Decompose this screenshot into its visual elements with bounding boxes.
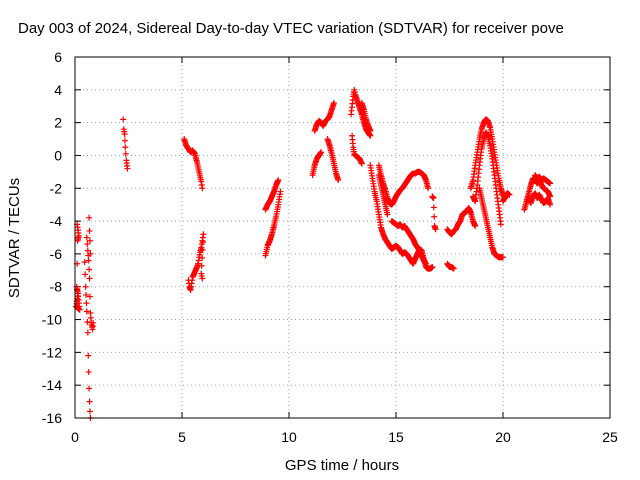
data-point <box>318 149 325 156</box>
y-tick-label: -8 <box>50 279 63 295</box>
y-axis-title: SDTVAR / TECUs <box>6 178 23 298</box>
data-point <box>81 259 88 266</box>
data-point <box>86 266 93 273</box>
data-point <box>124 165 131 172</box>
data-point <box>358 160 365 167</box>
data-point <box>497 221 504 228</box>
data-point <box>199 246 206 253</box>
data-point <box>199 275 206 282</box>
data-point <box>506 191 513 198</box>
data-point <box>200 231 207 238</box>
data-point <box>83 291 90 298</box>
y-tick-label: -14 <box>42 377 62 393</box>
data-point <box>547 180 554 187</box>
data-point <box>335 177 342 184</box>
data-point <box>87 250 94 257</box>
data-point <box>431 213 438 220</box>
data-point <box>86 385 93 392</box>
data-point <box>85 369 92 376</box>
data-point <box>86 398 93 405</box>
data-point <box>84 241 91 248</box>
data-point <box>275 177 282 184</box>
data-point <box>122 144 129 151</box>
x-tick-label: 15 <box>388 429 404 445</box>
data-point <box>198 262 205 269</box>
data-point <box>384 211 391 218</box>
y-tick-label: -10 <box>42 312 62 328</box>
data-point <box>83 234 90 241</box>
x-tick-label: 0 <box>71 429 79 445</box>
x-tick-label: 5 <box>178 429 186 445</box>
data-point <box>429 264 436 271</box>
data-point <box>500 254 506 261</box>
data-point <box>83 308 90 315</box>
data-point <box>472 223 479 230</box>
data-point <box>330 99 337 106</box>
data-point <box>86 293 93 300</box>
x-tick-label: 25 <box>602 429 618 445</box>
data-point <box>86 227 93 234</box>
data-point <box>199 254 206 261</box>
x-tick-label: 10 <box>281 429 297 445</box>
data-point <box>122 150 129 157</box>
data-point <box>90 319 97 326</box>
x-axis-title: GPS time / hours <box>285 457 399 474</box>
data-point <box>85 352 92 359</box>
data-point <box>86 275 93 282</box>
y-tick-label: 6 <box>54 49 62 65</box>
data-point <box>74 237 81 244</box>
y-tick-label: -16 <box>42 410 62 426</box>
data-point <box>121 137 128 144</box>
data-point <box>83 300 90 307</box>
y-tick-label: -4 <box>50 213 63 229</box>
x-tick-label: 20 <box>495 429 511 445</box>
chart-title: Day 003 of 2024, Sidereal Day-to-day VTE… <box>18 20 564 37</box>
data-point <box>121 131 128 138</box>
data-point <box>422 260 429 267</box>
y-tick-label: -2 <box>50 180 63 196</box>
data-point <box>547 201 554 208</box>
data-point <box>86 214 93 221</box>
data-point <box>199 239 206 246</box>
data-point <box>432 226 439 233</box>
data-point <box>430 195 437 202</box>
data-point <box>85 257 92 264</box>
plot-frame <box>74 56 611 419</box>
x-axis-ticks: 0 5 10 15 20 25 <box>71 57 618 445</box>
data-point <box>120 116 127 123</box>
y-tick-label: 4 <box>54 82 62 98</box>
data-point <box>82 283 89 290</box>
y-tick-label: -6 <box>50 246 63 262</box>
y-tick-label: 0 <box>54 147 62 163</box>
y-tick-label: 2 <box>54 115 62 131</box>
data-point <box>450 265 457 272</box>
data-point <box>82 271 89 278</box>
data-point <box>84 319 91 326</box>
data-point <box>367 127 374 134</box>
data-points <box>73 86 554 421</box>
data-point <box>86 237 93 244</box>
y-tick-label: -12 <box>42 344 62 360</box>
data-point <box>199 185 206 192</box>
data-point <box>425 185 432 192</box>
data-point <box>84 329 91 336</box>
grid-lines <box>75 57 610 418</box>
data-point <box>86 408 93 415</box>
y-axis-ticks: -16 -14 -12 -10 -8 -6 -4 -2 0 2 4 6 <box>42 49 610 426</box>
data-point <box>430 204 437 211</box>
data-point <box>277 188 284 195</box>
